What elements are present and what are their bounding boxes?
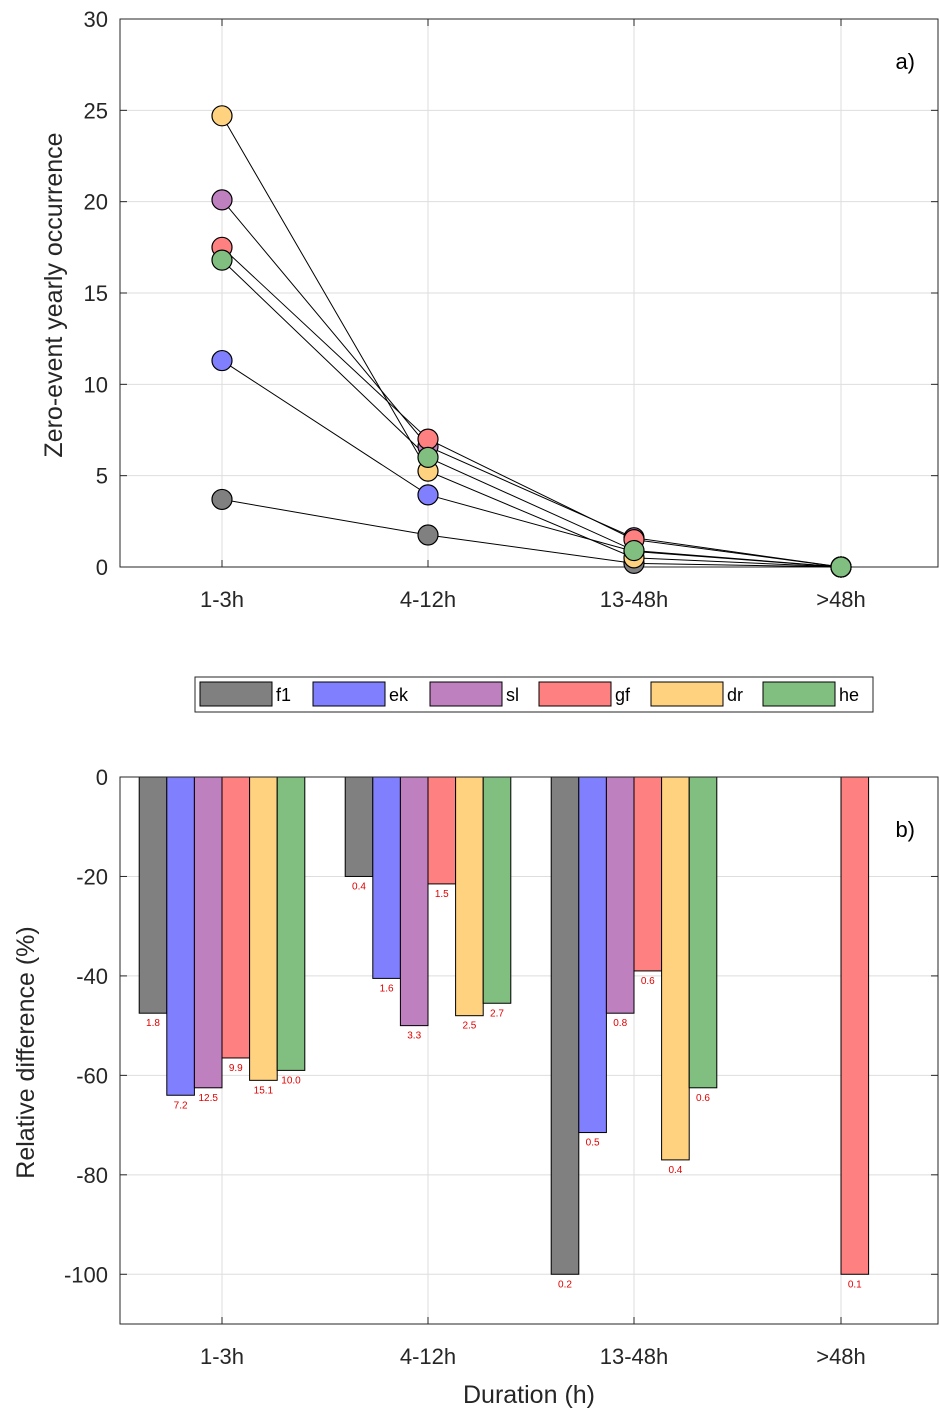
marker-ek-4-12h — [417, 484, 439, 506]
data-label-f1-13-48h: 0.2 — [558, 1279, 572, 1290]
y-tick-label: 25 — [84, 98, 108, 123]
marker-gf-4-12h — [417, 428, 439, 450]
x-tick-label: 4-12h — [400, 1344, 456, 1369]
x-tick-label: >48h — [816, 1344, 866, 1369]
series-line-f1 — [221, 498, 842, 568]
y-tick-label: -100 — [64, 1262, 108, 1287]
marker-he->48h — [830, 556, 852, 578]
y-axis-label: Zero-event yearly occurrence — [40, 132, 68, 457]
y-tick-label: 5 — [96, 464, 108, 489]
y-axis-label: Relative difference (%) — [12, 926, 40, 1178]
data-label-dr-1-3h: 15.1 — [254, 1085, 274, 1096]
y-tick-label: -40 — [76, 964, 108, 989]
bar-gf-13-48h — [633, 776, 663, 972]
x-tick-label: 13-48h — [600, 587, 669, 612]
bar-he-4-12h — [482, 776, 512, 1004]
legend: f1 ek sl gf dr he — [194, 676, 874, 713]
bar-he-1-3h — [276, 776, 306, 1071]
data-label-sl-13-48h: 0.8 — [613, 1018, 627, 1029]
series-line-ek — [221, 360, 842, 568]
data-label-he-1-3h: 10.0 — [281, 1075, 301, 1086]
series-line-he — [221, 259, 842, 568]
y-tick-label: 30 — [84, 7, 108, 32]
data-label-f1-1-3h: 1.8 — [146, 1018, 160, 1029]
data-label-sl-1-3h: 12.5 — [198, 1093, 218, 1104]
bar-gf->48h — [840, 776, 870, 1275]
marker-ek-1-3h — [211, 349, 233, 372]
y-tick-label: 15 — [84, 281, 108, 306]
legend-label-f1: f1 — [276, 685, 291, 705]
marker-he-4-12h — [417, 446, 439, 468]
y-tick-label: 10 — [84, 372, 108, 397]
bar-dr-1-3h — [249, 776, 278, 1081]
bar-dr-4-12h — [455, 776, 484, 1017]
data-label-gf-1-3h: 9.9 — [229, 1063, 243, 1074]
data-label-gf-13-48h: 0.6 — [641, 976, 655, 987]
legend-label-ek: ek — [389, 685, 409, 705]
legend-box — [194, 676, 874, 713]
y-tick-label: 20 — [84, 190, 108, 215]
marker-he-13-48h — [623, 539, 645, 562]
x-tick-label: 1-3h — [200, 587, 244, 612]
x-tick-label: 4-12h — [400, 587, 456, 612]
bar-he-13-48h — [688, 776, 718, 1089]
series-line-dr — [221, 115, 842, 568]
bar-ek-1-3h — [166, 776, 195, 1096]
data-label-he-13-48h: 0.6 — [696, 1093, 710, 1104]
legend-swatch-f1 — [199, 681, 273, 707]
bar-gf-4-12h — [427, 776, 457, 885]
series-line-gf — [221, 246, 842, 568]
x-tick-label: 1-3h — [200, 1344, 244, 1369]
legend-swatch-gf — [538, 681, 612, 707]
data-label-ek-4-12h: 1.6 — [380, 983, 394, 994]
x-axis-label: Duration (h) — [463, 1381, 595, 1409]
panel-a-line-chart: 0 5 10 15 20 25 30 1-3h 4-12h 13-48h >48h Zero-even… — [40, 7, 939, 612]
bar-f1-13-48h — [550, 776, 580, 1275]
legend-swatch-sl — [429, 681, 503, 707]
bar-sl-13-48h — [605, 776, 635, 1014]
legend-label-gf: gf — [615, 685, 631, 705]
legend-label-dr: dr — [727, 685, 743, 705]
panel-label-a: a) — [895, 49, 915, 74]
data-label-dr-4-12h: 2.5 — [462, 1021, 476, 1032]
bar-gf-1-3h — [221, 776, 251, 1059]
bar-f1-4-12h — [344, 776, 374, 877]
bar-ek-13-48h — [578, 776, 607, 1134]
y-tick-label: -20 — [76, 864, 108, 889]
bar-dr-13-48h — [661, 776, 690, 1161]
legend-swatch-dr — [650, 681, 724, 707]
series-line-sl — [221, 199, 842, 568]
data-label-f1-4-12h: 0.4 — [352, 881, 366, 892]
marker-sl-1-3h — [211, 189, 233, 211]
data-label-sl-4-12h: 3.3 — [407, 1031, 421, 1042]
x-tick-label: >48h — [816, 587, 866, 612]
bar-sl-4-12h — [399, 776, 429, 1027]
data-label-ek-1-3h: 7.2 — [174, 1100, 188, 1111]
data-label-he-4-12h: 2.7 — [490, 1008, 504, 1019]
data-label-gf->48h: 0.1 — [848, 1279, 862, 1290]
y-tick-label: -60 — [76, 1063, 108, 1088]
panel-b-bar-chart: 0 -20 -40 -60 -80 -100 1.8 0.4 0.2 7.2 1.6 0.5 12.5 3… — [12, 765, 939, 1409]
marker-dr-1-3h — [211, 105, 233, 127]
data-label-dr-13-48h: 0.4 — [668, 1165, 682, 1176]
y-tick-label: 0 — [96, 555, 108, 580]
y-tick-label: -80 — [76, 1163, 108, 1188]
data-label-ek-13-48h: 0.5 — [586, 1138, 600, 1149]
bar-ek-4-12h — [372, 776, 401, 979]
marker-f1-1-3h — [211, 488, 233, 511]
legend-swatch-ek — [312, 681, 386, 707]
legend-label-sl: sl — [506, 685, 519, 705]
data-label-gf-4-12h: 1.5 — [435, 889, 449, 900]
bar-f1-1-3h — [138, 776, 168, 1014]
bar-sl-1-3h — [193, 776, 223, 1089]
marker-f1-4-12h — [417, 524, 439, 546]
legend-swatch-he — [762, 681, 836, 707]
panel-label-b: b) — [895, 817, 915, 842]
marker-he-1-3h — [211, 249, 233, 271]
legend-label-he: he — [839, 685, 859, 705]
x-tick-label: 13-48h — [600, 1344, 669, 1369]
y-tick-label: 0 — [96, 765, 108, 790]
